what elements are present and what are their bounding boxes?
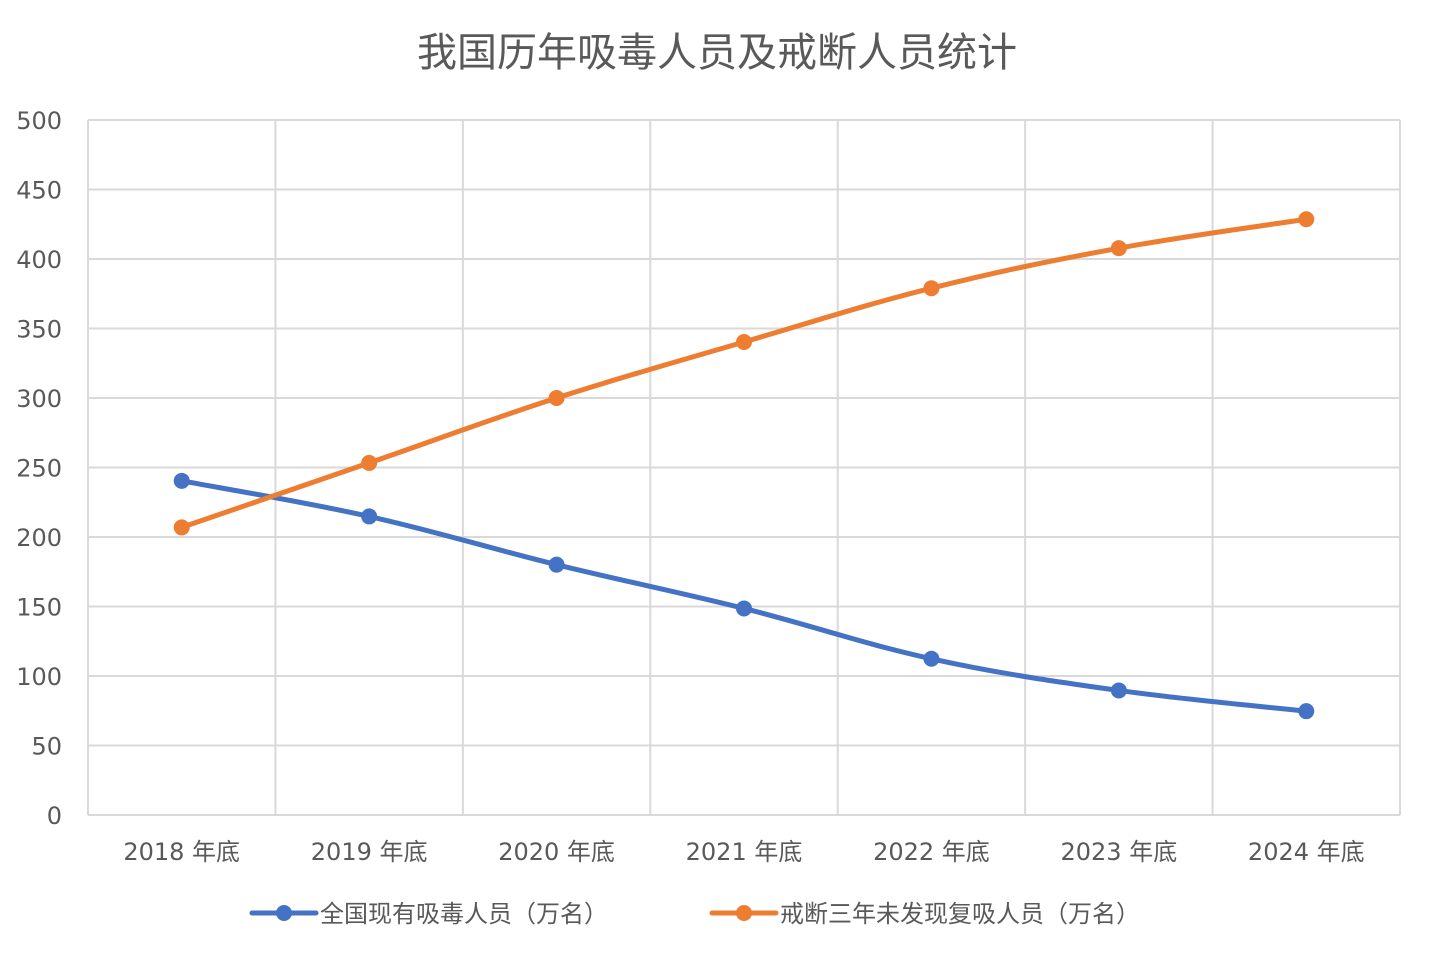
legend-marker <box>276 905 292 921</box>
data-point <box>361 454 378 471</box>
y-tick-label: 500 <box>16 107 62 135</box>
x-tick-label: 2019 年底 <box>311 838 428 866</box>
legend-label: 戒断三年未发现复吸人员（万名） <box>780 900 1140 928</box>
data-point <box>173 472 190 489</box>
chart-title: 我国历年吸毒人员及戒断人员统计 <box>417 30 1017 76</box>
y-tick-label: 250 <box>16 455 62 483</box>
data-point <box>736 600 752 617</box>
x-tick-label: 2022 年底 <box>873 838 990 866</box>
data-point <box>1110 240 1127 257</box>
y-tick-label: 50 <box>31 733 62 761</box>
legend: 全国现有吸毒人员（万名） 戒断三年未发现复吸人员（万名） <box>249 900 1140 928</box>
data-point <box>548 556 565 573</box>
x-tick-label: 2023 年底 <box>1060 838 1177 866</box>
x-tick-label: 2024 年底 <box>1248 838 1365 866</box>
x-tick-label: 2021 年底 <box>686 838 803 866</box>
x-axis-tick-labels: 2018 年底 2019 年底 2020 年底 2021 年底 2022 年底 2023 … <box>123 838 1364 866</box>
series-line <box>179 216 1309 530</box>
y-tick-label: 150 <box>16 594 62 622</box>
y-tick-label: 200 <box>16 524 62 552</box>
y-tick-label: 300 <box>16 385 62 413</box>
x-tick-label: 2020 年底 <box>498 838 615 866</box>
data-point <box>548 390 565 406</box>
data-point <box>923 280 940 297</box>
data-point <box>736 333 752 350</box>
data-point <box>923 650 940 667</box>
series-lines <box>173 211 1315 720</box>
data-point <box>1110 682 1127 699</box>
legend-label: 全国现有吸毒人员（万名） <box>320 900 608 928</box>
y-tick-label: 100 <box>16 663 62 691</box>
data-point <box>361 508 378 525</box>
y-tick-label: 450 <box>16 177 62 205</box>
data-point <box>1298 211 1315 228</box>
y-tick-label: 0 <box>47 802 62 830</box>
y-tick-label: 400 <box>16 246 62 274</box>
data-point <box>173 519 190 536</box>
y-axis-tick-labels: 0 50 100 150 200 250 300 350 400 450 500 <box>16 107 62 830</box>
data-point <box>1298 703 1315 720</box>
legend-marker <box>736 905 752 921</box>
x-tick-label: 2018 年底 <box>123 838 240 866</box>
grid <box>87 119 1401 816</box>
y-tick-label: 350 <box>16 316 62 344</box>
